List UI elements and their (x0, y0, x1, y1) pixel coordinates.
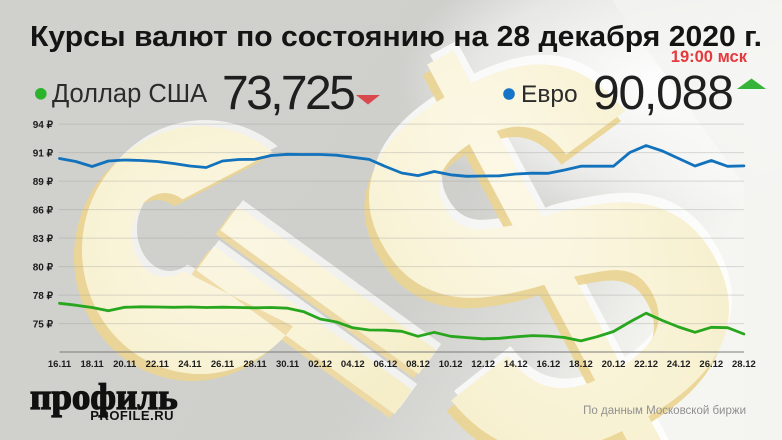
svg-text:73,725: 73,725 (222, 67, 354, 120)
svg-text:91 ₽: 91 ₽ (33, 148, 54, 159)
svg-text:16.12: 16.12 (537, 359, 561, 370)
svg-text:02.12: 02.12 (308, 359, 332, 370)
svg-text:06.12: 06.12 (374, 359, 398, 370)
svg-text:22.11: 22.11 (146, 359, 170, 370)
svg-text:20.11: 20.11 (113, 359, 137, 370)
svg-text:14.12: 14.12 (504, 359, 528, 370)
svg-text:PROFILE.RU: PROFILE.RU (90, 408, 174, 423)
svg-text:10.12: 10.12 (439, 359, 463, 370)
svg-text:профиль: профиль (30, 377, 178, 418)
svg-text:78 ₽: 78 ₽ (33, 291, 54, 302)
svg-text:Курсы валют по состоянию на 28: Курсы валют по состоянию на 28 декабря 2… (30, 21, 762, 53)
svg-text:28.11: 28.11 (243, 359, 267, 370)
svg-text:30.11: 30.11 (276, 359, 300, 370)
svg-text:28.12: 28.12 (732, 359, 756, 370)
svg-text:26.12: 26.12 (699, 359, 723, 370)
svg-text:24.12: 24.12 (667, 359, 691, 370)
svg-text:24.11: 24.11 (178, 359, 202, 370)
svg-text:75 ₽: 75 ₽ (33, 319, 54, 330)
svg-text:83 ₽: 83 ₽ (33, 234, 54, 245)
svg-text:Евро: Евро (521, 81, 578, 108)
svg-text:26.11: 26.11 (211, 359, 235, 370)
svg-text:18.11: 18.11 (80, 359, 104, 370)
svg-text:12.12: 12.12 (471, 359, 495, 370)
svg-text:16.11: 16.11 (48, 359, 72, 370)
svg-text:19:00 мск: 19:00 мск (671, 48, 748, 66)
svg-text:94 ₽: 94 ₽ (33, 120, 54, 131)
svg-text:89 ₽: 89 ₽ (33, 177, 54, 188)
svg-text:04.12: 04.12 (341, 359, 365, 370)
svg-text:08.12: 08.12 (406, 359, 430, 370)
svg-text:18.12: 18.12 (569, 359, 593, 370)
svg-text:80 ₽: 80 ₽ (33, 262, 54, 273)
svg-text:22.12: 22.12 (634, 359, 658, 370)
svg-text:86 ₽: 86 ₽ (33, 205, 54, 216)
svg-text:Доллар США: Доллар США (52, 80, 207, 108)
svg-text:90,088: 90,088 (593, 67, 733, 120)
svg-text:По данным Московской биржи: По данным Московской биржи (583, 405, 746, 417)
svg-text:20.12: 20.12 (602, 359, 626, 370)
